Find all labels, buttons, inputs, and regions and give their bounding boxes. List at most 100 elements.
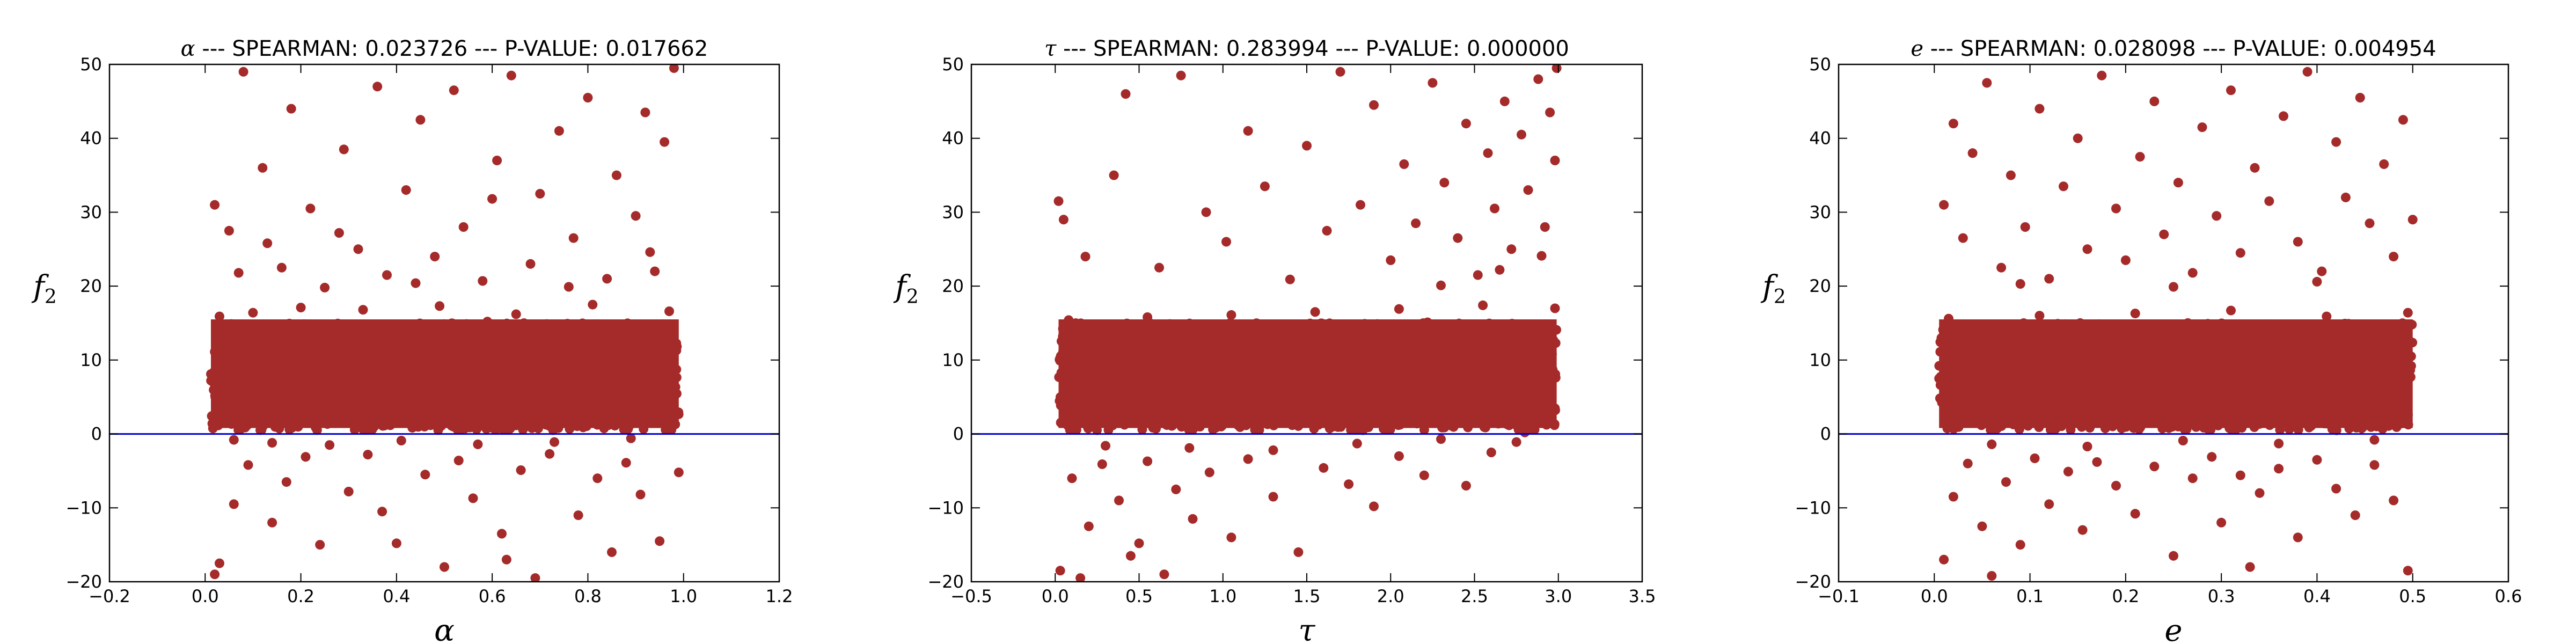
y-tick-label: 0 bbox=[953, 424, 964, 444]
x-tick-label: 0.1 bbox=[2016, 586, 2044, 606]
scatter-point bbox=[2279, 111, 2288, 121]
scatter-point bbox=[1419, 470, 1429, 480]
scatter-point bbox=[607, 547, 617, 557]
scatter-point bbox=[1087, 417, 1097, 427]
scatter-point bbox=[296, 303, 306, 313]
scatter-point bbox=[262, 238, 273, 248]
scatter-point bbox=[2092, 457, 2102, 467]
x-tick-label: −0.5 bbox=[950, 586, 992, 606]
scatter-point bbox=[2059, 181, 2068, 192]
scatter-point bbox=[2120, 255, 2131, 265]
scatter-point bbox=[1344, 479, 1354, 489]
x-tick-label: 0.8 bbox=[574, 586, 602, 606]
scatter-point bbox=[258, 163, 268, 173]
x-tick-label: 0.6 bbox=[2495, 586, 2522, 606]
scatter-point bbox=[1490, 203, 1499, 214]
scatter-point bbox=[1221, 237, 1231, 247]
scatter-point bbox=[238, 337, 248, 347]
scatter-point bbox=[1151, 347, 1161, 357]
scatter-point bbox=[660, 137, 670, 147]
scatter-point bbox=[2073, 133, 2083, 143]
y-tick-label: 40 bbox=[80, 128, 102, 149]
scatter-point bbox=[1277, 385, 1287, 396]
scatter-point bbox=[1302, 141, 1312, 151]
scatter-point bbox=[1506, 324, 1517, 334]
scatter-point bbox=[1939, 554, 1949, 565]
scatter-point bbox=[411, 278, 421, 288]
scatter-point bbox=[521, 419, 531, 429]
scatter-point bbox=[1436, 434, 1446, 444]
subplot-title: e --- SPEARMAN: 0.028098 --- P-VALUE: 0.… bbox=[1911, 36, 2436, 61]
scatter-point bbox=[310, 360, 320, 370]
scatter-point bbox=[210, 569, 220, 580]
scatter-point bbox=[1982, 78, 1992, 88]
scatter-point bbox=[343, 487, 354, 496]
y-tick-label: 50 bbox=[1809, 54, 1831, 75]
scatter-series bbox=[206, 64, 684, 582]
scatter-point bbox=[368, 376, 378, 386]
scatter-point bbox=[363, 450, 373, 460]
x-tick-label: 1.5 bbox=[1293, 586, 1321, 606]
scatter-point bbox=[1548, 335, 1558, 345]
scatter-point bbox=[2274, 438, 2284, 449]
scatter-point bbox=[425, 386, 435, 396]
scatter-point bbox=[2212, 211, 2222, 221]
scatter-point bbox=[358, 305, 368, 315]
scatter-point bbox=[272, 415, 282, 425]
scatter-point bbox=[478, 276, 488, 286]
scatter-point bbox=[291, 319, 301, 330]
scatter-point bbox=[1394, 304, 1404, 314]
scatter-point bbox=[1545, 107, 1555, 118]
scatter-point bbox=[497, 529, 507, 539]
y-tick-label: −10 bbox=[65, 497, 102, 518]
scatter-point bbox=[224, 225, 234, 236]
scatter-point bbox=[1523, 185, 1533, 195]
scatter-point bbox=[2077, 525, 2088, 535]
x-tick-label: 2.0 bbox=[1377, 586, 1404, 606]
scatter-point bbox=[1411, 218, 1421, 229]
scatter-point bbox=[2020, 222, 2030, 232]
scatter-point bbox=[2312, 455, 2322, 465]
scatter-point bbox=[406, 332, 416, 342]
scatter-point bbox=[2336, 404, 2346, 414]
scatter-point bbox=[611, 170, 621, 180]
x-tick-label: −0.2 bbox=[89, 586, 130, 606]
scatter-point bbox=[1992, 389, 2002, 399]
scatter-point bbox=[1293, 547, 1304, 557]
scatter-point bbox=[1184, 443, 1195, 453]
scatter-point bbox=[1084, 521, 1094, 531]
title-symbol: τ bbox=[1044, 36, 1057, 61]
dense-band bbox=[1058, 319, 1557, 428]
scatter-point bbox=[1159, 569, 1169, 580]
scatter-point bbox=[583, 93, 593, 103]
scatter-point bbox=[1953, 408, 1963, 418]
scatter-point bbox=[2274, 464, 2284, 474]
scatter-point bbox=[626, 433, 636, 443]
y-tick-label: 50 bbox=[942, 54, 964, 75]
scatter-point bbox=[2164, 376, 2174, 386]
scatter-point bbox=[222, 405, 232, 415]
scatter-point bbox=[1226, 310, 1236, 320]
scatter-point bbox=[2322, 311, 2332, 321]
x-axis-label: τ bbox=[1299, 613, 1316, 644]
scatter-point bbox=[1125, 551, 1136, 561]
scatter-point bbox=[1131, 382, 1141, 392]
scatter-point bbox=[1255, 338, 1265, 348]
scatter-point bbox=[2010, 323, 2021, 333]
y-axis-label-subscript: 2 bbox=[45, 286, 57, 308]
scatter-point bbox=[1948, 119, 1958, 129]
scatter-point bbox=[2297, 325, 2308, 335]
subplot-tau: −0.5 0.0 0.5 1.0 1.5 2.0 2.5 3.0 3.5−20−10010203… bbox=[893, 36, 1656, 644]
scatter-point bbox=[281, 477, 291, 487]
scatter-point bbox=[2106, 329, 2117, 339]
scatter-point bbox=[650, 266, 660, 276]
title-text: --- SPEARMAN: 0.023726 --- P-VALUE: 0.01… bbox=[195, 36, 708, 61]
scatter-point bbox=[640, 107, 650, 118]
scatter-point bbox=[2030, 453, 2040, 463]
x-tick-label: 0.6 bbox=[479, 586, 506, 606]
scatter-point bbox=[267, 438, 277, 448]
scatter-point bbox=[669, 64, 679, 73]
x-tick-label: 1.0 bbox=[670, 586, 697, 606]
scatter-point bbox=[525, 259, 536, 269]
